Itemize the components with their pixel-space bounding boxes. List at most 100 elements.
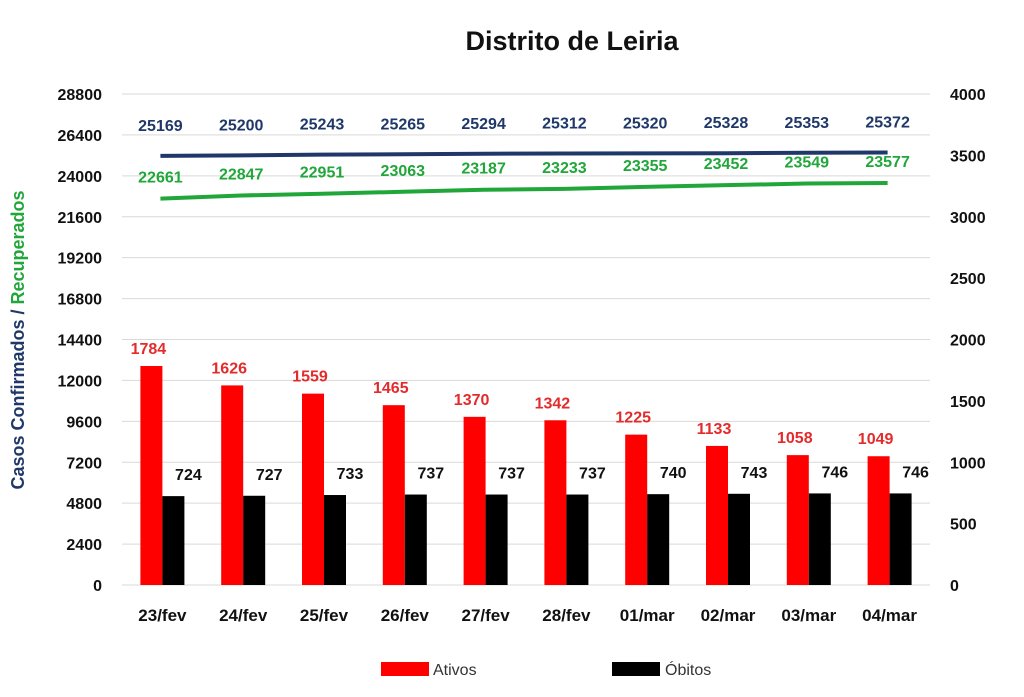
- left-tick-label: 24000: [58, 169, 103, 186]
- chart-title: Distrito de Leiria: [465, 26, 679, 56]
- right-tick-label: 0: [950, 578, 959, 595]
- x-tick-label: 24/fev: [219, 606, 268, 625]
- legend-swatch-obitos: [612, 662, 660, 676]
- bar--bitos: [324, 495, 346, 585]
- left-tick-label: 2400: [66, 537, 102, 554]
- right-tick-label: 1000: [950, 455, 986, 472]
- data-label-ativos: 1784: [131, 341, 167, 358]
- line-data-label-1: 25169: [138, 118, 183, 135]
- x-axis-ticks: 23/fev 24/fev 25/fev 26/fev 27/fev 28/fev 01/m…: [138, 606, 917, 625]
- left-tick-label: 7200: [66, 455, 102, 472]
- data-label-ativos: 1559: [292, 369, 328, 386]
- x-tick-label: 03/mar: [781, 606, 836, 625]
- bar-ativos: [625, 434, 648, 585]
- y-axis-left-label-recovered: Recuperados: [8, 190, 28, 304]
- bar-ativos: [140, 366, 163, 585]
- data-label--bitos: 740: [660, 465, 687, 482]
- line-series-1: [160, 150, 888, 158]
- right-axis-ticks: 0 500 1000 1500 2000 2500 3000 3500 4000: [950, 87, 986, 595]
- right-tick-label: 3500: [950, 148, 986, 165]
- y-axis-left-label: Casos Confirmados / Recuperados: [8, 190, 28, 489]
- legend-label-obitos: Óbitos: [665, 660, 711, 679]
- line-data-label-2: 22951: [300, 165, 345, 182]
- right-tick-label: 4000: [950, 87, 986, 104]
- x-tick-label: 01/mar: [620, 606, 675, 625]
- bar--bitos: [243, 495, 266, 585]
- data-label-ativos: 1465: [373, 380, 409, 397]
- line-data-label-1: 25265: [381, 116, 426, 133]
- data-label-ativos: 1225: [615, 410, 651, 427]
- bar-ativos: [382, 405, 405, 585]
- right-tick-label: 2000: [950, 333, 986, 350]
- left-tick-label: 4800: [66, 496, 102, 513]
- data-label-ativos: 1342: [535, 395, 571, 412]
- data-label--bitos: 737: [498, 466, 525, 483]
- legend-label-ativos: Ativos: [433, 662, 477, 679]
- x-tick-label: 27/fev: [461, 606, 510, 625]
- line-data-label-2: 23549: [785, 155, 830, 172]
- left-tick-label: 9600: [66, 414, 102, 431]
- left-tick-label: 21600: [58, 210, 103, 227]
- bar--bitos: [404, 494, 427, 585]
- data-label--bitos: 724: [175, 467, 202, 484]
- data-label--bitos: 746: [902, 464, 929, 481]
- line-data-label-2: 23063: [381, 163, 426, 180]
- bar-ativos: [867, 456, 890, 585]
- line-data-label-1: 25320: [623, 115, 668, 132]
- lines: 25169 25200 25243 25265 25294 25312 25320 25328…: [138, 114, 910, 201]
- data-label--bitos: 737: [579, 466, 606, 483]
- right-tick-label: 2500: [950, 271, 986, 288]
- line-series-2: [160, 181, 888, 201]
- bar--bitos: [162, 496, 185, 585]
- left-tick-label: 26400: [58, 128, 103, 145]
- left-tick-label: 12000: [58, 373, 103, 390]
- x-tick-label: 25/fev: [300, 606, 349, 625]
- line-data-label-2: 23233: [542, 160, 587, 177]
- data-label-ativos: 1133: [697, 421, 732, 438]
- data-label--bitos: 733: [337, 466, 364, 483]
- bars: 1784 1626 1559 1465 1370 1342 1225 1133 1058 1049…: [131, 341, 929, 585]
- bar--bitos: [485, 494, 508, 585]
- data-label--bitos: 737: [417, 466, 444, 483]
- left-tick-label: 19200: [58, 251, 103, 268]
- line-data-label-2: 23577: [865, 154, 910, 171]
- x-tick-label: 28/fev: [542, 606, 591, 625]
- data-label-ativos: 1626: [211, 360, 247, 377]
- line-data-label-1: 25294: [461, 116, 506, 133]
- bar--bitos: [566, 494, 589, 585]
- bar--bitos: [889, 493, 912, 585]
- line-data-label-1: 25312: [542, 115, 587, 132]
- right-tick-label: 1500: [950, 394, 986, 411]
- bar--bitos: [808, 493, 831, 585]
- left-axis-ticks: 0 2400 4800 7200 9600 12000 14400 16800 19200 216…: [58, 87, 103, 595]
- data-label--bitos: 746: [821, 464, 848, 481]
- line-data-label-2: 22847: [219, 166, 264, 183]
- line-data-label-2: 23187: [461, 161, 506, 178]
- bar--bitos: [647, 494, 670, 585]
- bar-ativos: [544, 420, 567, 585]
- y-axis-left-label-confirmed: Casos Confirmados: [8, 320, 28, 490]
- x-tick-label: 04/mar: [862, 606, 917, 625]
- line-data-label-1: 25200: [219, 117, 264, 134]
- x-tick-label: 26/fev: [381, 606, 430, 625]
- legend-swatch-ativos: [381, 662, 429, 676]
- line-data-label-1: 25372: [865, 114, 910, 131]
- left-tick-label: 14400: [58, 333, 103, 350]
- line-data-label-1: 25243: [300, 117, 345, 134]
- bar-ativos: [786, 455, 809, 585]
- line-data-label-1: 25328: [704, 115, 749, 132]
- data-label--bitos: 743: [741, 465, 768, 482]
- bar-ativos: [706, 445, 728, 585]
- legend: Ativos Óbitos: [381, 660, 711, 679]
- right-tick-label: 3000: [950, 210, 986, 227]
- x-tick-label: 23/fev: [138, 606, 187, 625]
- line-data-label-1: 25353: [785, 115, 830, 132]
- left-tick-label: 28800: [58, 87, 103, 104]
- line-data-label-2: 22661: [138, 170, 183, 187]
- data-label--bitos: 727: [256, 467, 283, 484]
- line-data-label-2: 23452: [704, 156, 749, 173]
- left-tick-label: 0: [93, 578, 102, 595]
- bar-ativos: [463, 416, 486, 585]
- bar--bitos: [728, 493, 750, 585]
